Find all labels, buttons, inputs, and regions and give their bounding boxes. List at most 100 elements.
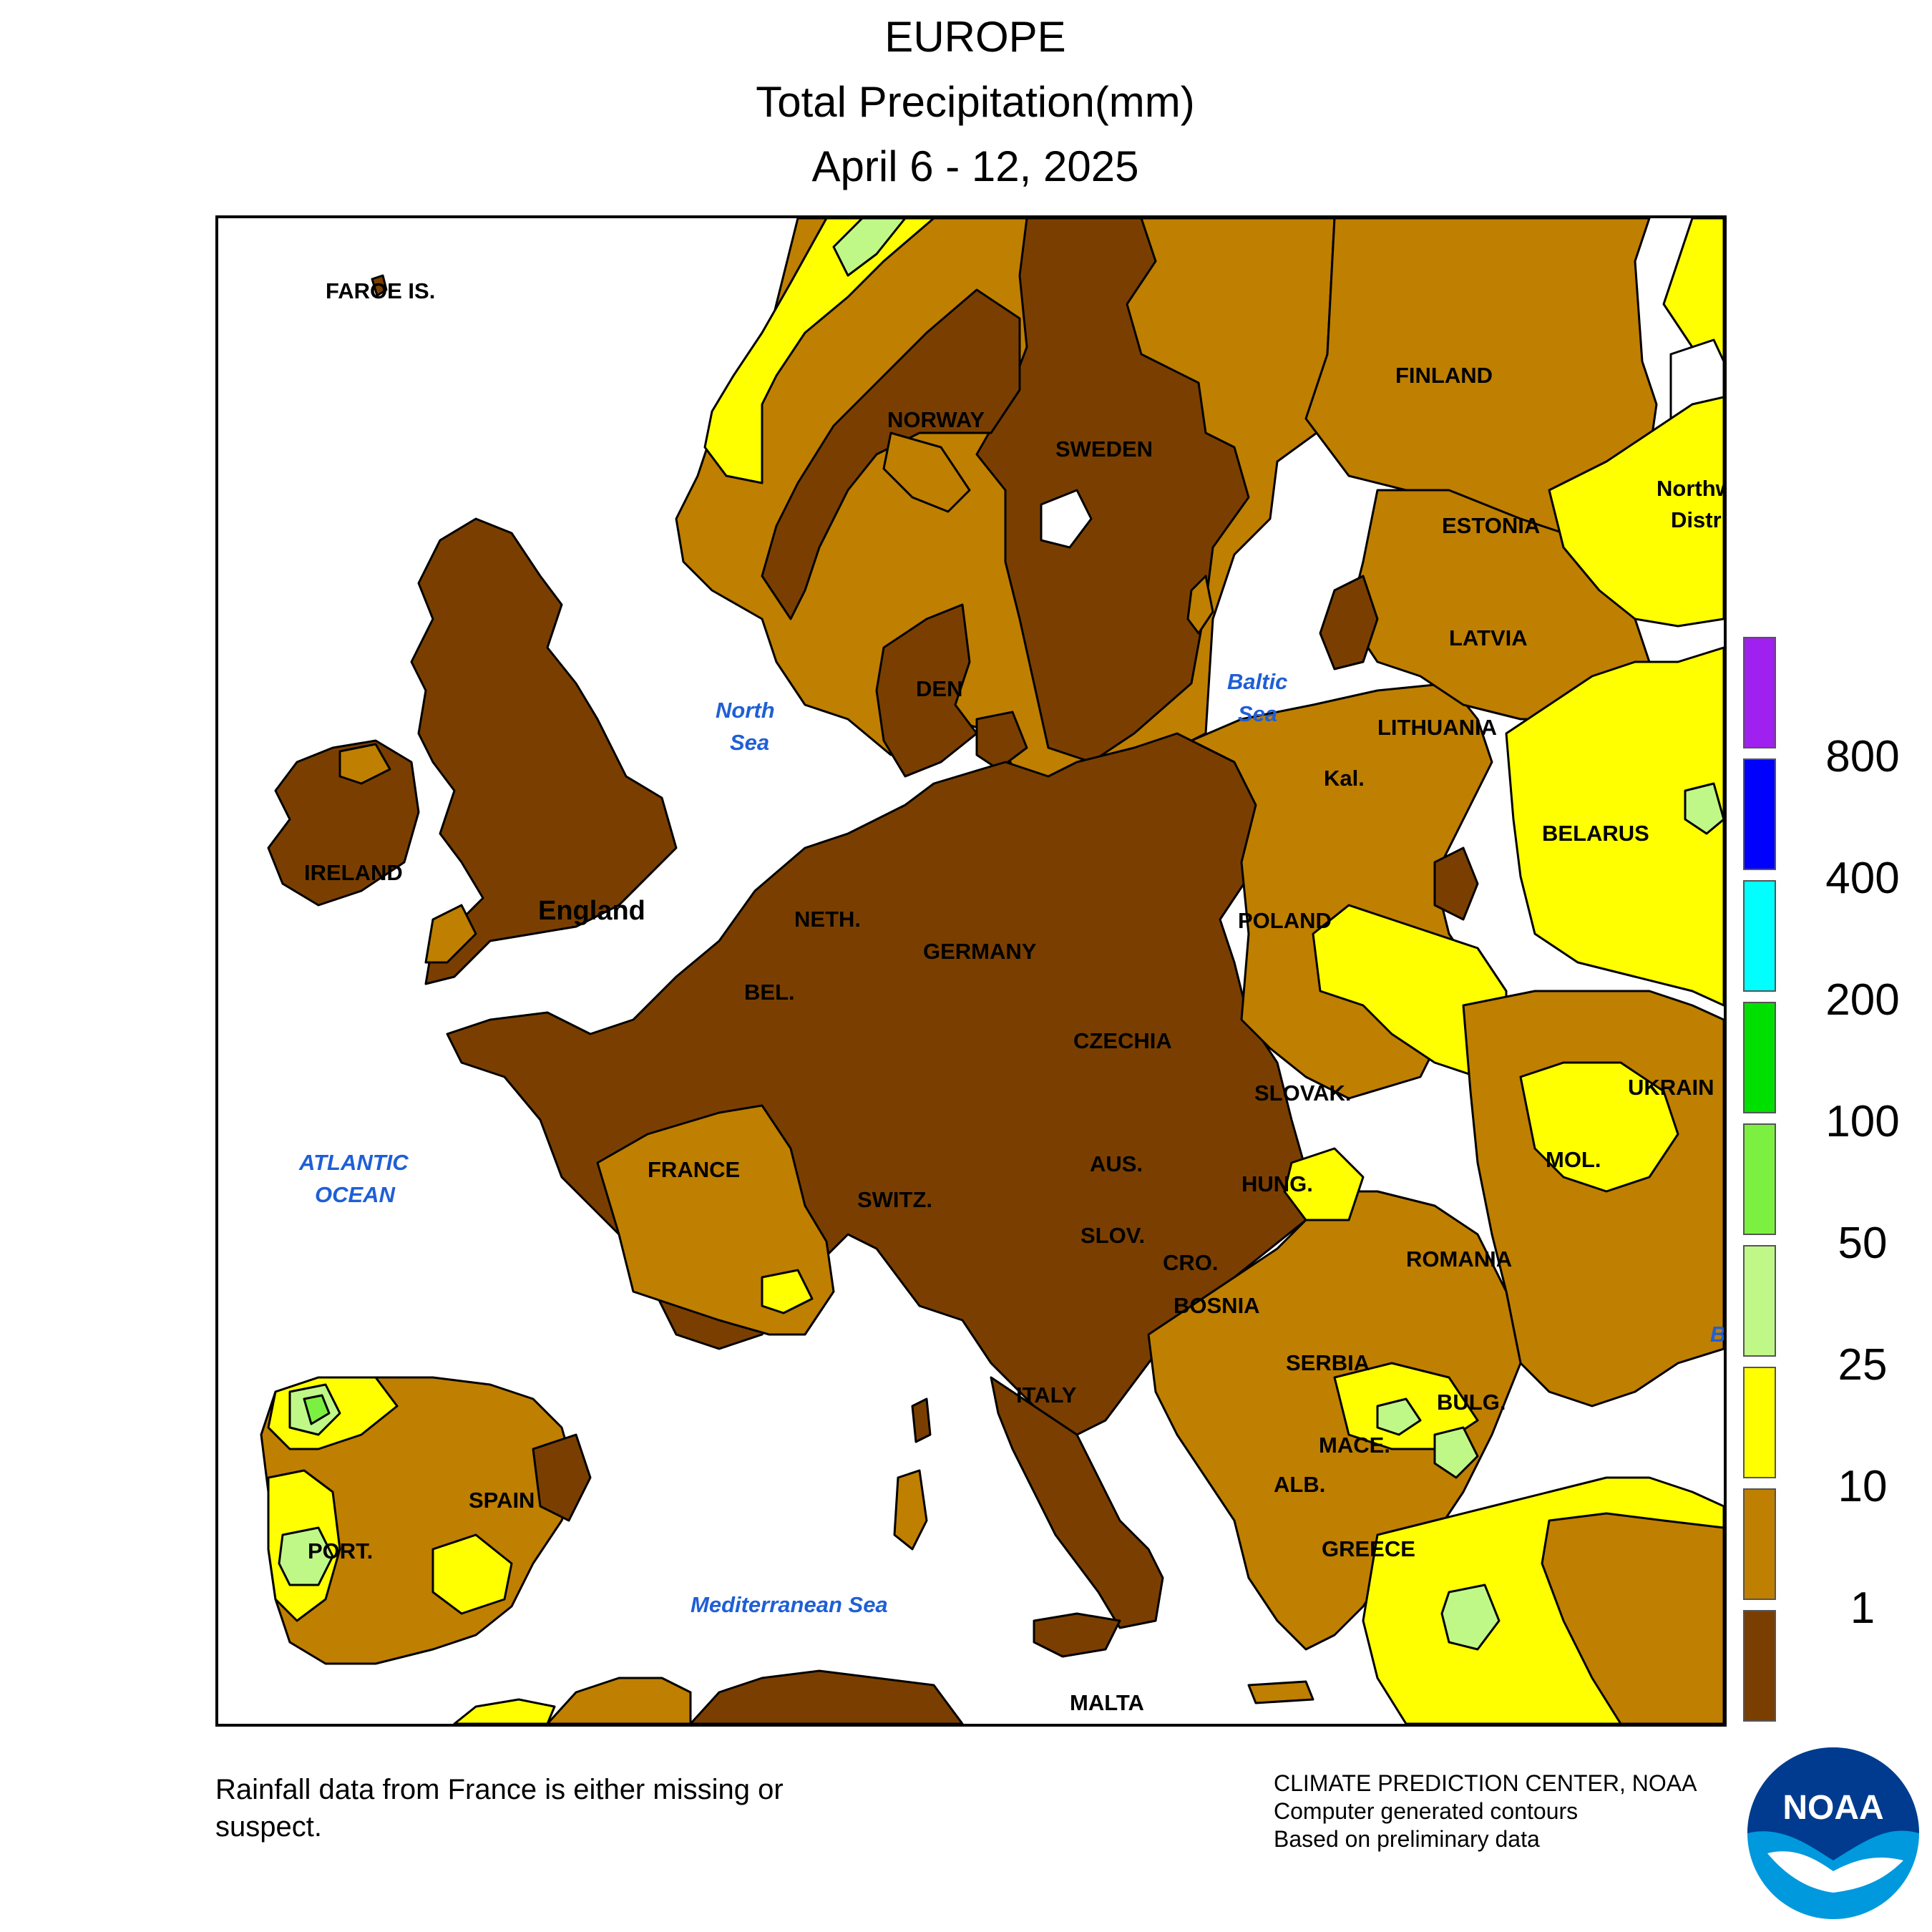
label-netherlands: NETH.: [794, 907, 861, 932]
label-moldova: MOL.: [1546, 1147, 1601, 1172]
label-poland: POLAND: [1238, 908, 1332, 933]
legend-swatch-100: [1743, 1002, 1776, 1113]
credit-line-3: Based on preliminary data: [1274, 1826, 1540, 1852]
belarus-wet: [1505, 646, 1724, 1007]
logo-bird-wing: [1767, 1851, 1903, 1893]
label-romania: ROMANIA: [1406, 1246, 1512, 1272]
nw-russia-wet: [1548, 396, 1724, 628]
label-spain: SPAIN: [469, 1488, 535, 1513]
crete-island: [1247, 1680, 1314, 1704]
label-finland: FINLAND: [1395, 363, 1493, 388]
country-labels: FAROE IS. NORWAY SWEDEN FINLAND ESTONIA …: [304, 278, 1724, 1715]
france-data-note: Rainfall data from France is either miss…: [215, 1771, 859, 1845]
label-sweden: SWEDEN: [1055, 436, 1153, 462]
map-title: EUROPE: [884, 13, 1066, 61]
ireland-north-moist: [338, 743, 391, 785]
spain-southeast-wet: [431, 1533, 513, 1615]
label-albania: ALB.: [1274, 1472, 1325, 1497]
label-bosnia: BOSNIA: [1174, 1293, 1260, 1318]
label-england: England: [538, 896, 645, 926]
label-serbia: SERBIA: [1286, 1350, 1370, 1375]
label-belgium: BEL.: [744, 980, 795, 1005]
kaliningrad-dry: [1319, 575, 1379, 670]
legend-swatch-0: [1743, 1610, 1776, 1722]
legend-swatch-50: [1743, 1123, 1776, 1235]
wales-moist: [424, 904, 477, 964]
spain-dry-east: [532, 1433, 592, 1522]
legend-swatch-10: [1743, 1367, 1776, 1478]
label-district: Distri: [1671, 507, 1724, 532]
source-credit: CLIMATE PREDICTION CENTER, NOAA Computer…: [1274, 1770, 1732, 1853]
label-croatia: CRO.: [1163, 1250, 1219, 1275]
south-norway-dry: [761, 288, 1021, 620]
sea-labels: North Sea Baltic Sea ATLANTIC OCEAN Medi…: [298, 669, 1724, 1617]
label-black-sea: B: [1710, 1322, 1724, 1347]
sweden-dry: [975, 218, 1250, 763]
legend-swatch-25: [1743, 1245, 1776, 1357]
note-line-2: suspect.: [215, 1811, 322, 1843]
label-italy: ITALY: [1016, 1382, 1077, 1407]
label-slovenia: SLOV.: [1080, 1223, 1145, 1248]
legend-label-1: 1: [1850, 1584, 1875, 1633]
faroe-islands: [371, 274, 388, 297]
sicily: [1033, 1612, 1121, 1658]
label-baltic-sea-1: Baltic: [1227, 669, 1287, 694]
label-estonia: ESTONIA: [1442, 513, 1540, 538]
sardinia: [893, 1469, 928, 1551]
label-bulgaria: BULG.: [1437, 1390, 1506, 1415]
legend-swatch-1: [1743, 1488, 1776, 1600]
central-europe: [260, 396, 1724, 1724]
legend-label-200: 200: [1825, 975, 1900, 1025]
france-wet-spot: [761, 1269, 814, 1314]
label-latvia: LATVIA: [1449, 625, 1528, 650]
scandinavia-region: [675, 218, 1724, 806]
noaa-logo: NOAA: [1747, 1747, 1919, 1919]
romania-wet: [1283, 1147, 1365, 1221]
great-britain: [410, 517, 678, 985]
gotland-island: [1186, 575, 1214, 635]
label-northwest: Northw: [1657, 476, 1724, 501]
credit-line-2: Computer generated contours: [1274, 1798, 1579, 1824]
norway-coast-wet: [703, 218, 935, 484]
label-kaliningrad: Kal.: [1324, 766, 1365, 791]
legend-swatch-400: [1743, 758, 1776, 870]
legend-label-25: 25: [1838, 1340, 1888, 1390]
label-greece: GREECE: [1322, 1536, 1415, 1561]
label-germany: GERMANY: [923, 939, 1037, 964]
map-subtitle: Total Precipitation(mm): [756, 78, 1195, 126]
legend-swatch-800: [1743, 637, 1776, 748]
label-france: FRANCE: [648, 1157, 740, 1182]
galicia-bright-green: [303, 1394, 331, 1425]
label-faroe: FAROE IS.: [326, 278, 435, 303]
corsica: [911, 1397, 932, 1443]
turkey-green-north: [1433, 1426, 1479, 1479]
date-range: April 6 - 12, 2025: [811, 142, 1139, 190]
label-malta: MALTA: [1070, 1690, 1144, 1715]
precipitation-map: FAROE IS. NORWAY SWEDEN FINLAND ESTONIA …: [215, 215, 1727, 1727]
turkey-moist: [1541, 1512, 1724, 1724]
label-atlantic-2: OCEAN: [315, 1182, 396, 1207]
logo-text: NOAA: [1782, 1789, 1883, 1827]
italy-dry: [990, 1376, 1164, 1629]
label-baltic-sea-2: Sea: [1238, 701, 1277, 726]
lithuania-dry-spot: [1433, 847, 1479, 921]
label-belarus: BELARUS: [1542, 821, 1649, 846]
label-north-sea-1: North: [716, 698, 775, 723]
label-north-sea-2: Sea: [730, 730, 769, 755]
label-hungary: HUNG.: [1241, 1171, 1313, 1196]
label-macedonia: MACE.: [1319, 1433, 1390, 1458]
legend-label-10: 10: [1838, 1462, 1888, 1511]
label-mediterranean: Mediterranean Sea: [691, 1592, 888, 1617]
norway-inner-moist: [882, 431, 971, 513]
label-norway: NORWAY: [887, 407, 985, 432]
label-atlantic-1: ATLANTIC: [298, 1150, 409, 1175]
legend-label-50: 50: [1838, 1219, 1888, 1268]
logo-top-half: [1747, 1747, 1919, 1860]
label-austria: AUS.: [1090, 1151, 1143, 1176]
label-czechia: CZECHIA: [1073, 1028, 1172, 1053]
belarus-green-spot: [1684, 782, 1724, 835]
ireland: [267, 739, 420, 907]
legend-label-800: 800: [1825, 732, 1900, 781]
british-isles: [267, 274, 678, 985]
note-line-1: Rainfall data from France is either miss…: [215, 1774, 784, 1805]
